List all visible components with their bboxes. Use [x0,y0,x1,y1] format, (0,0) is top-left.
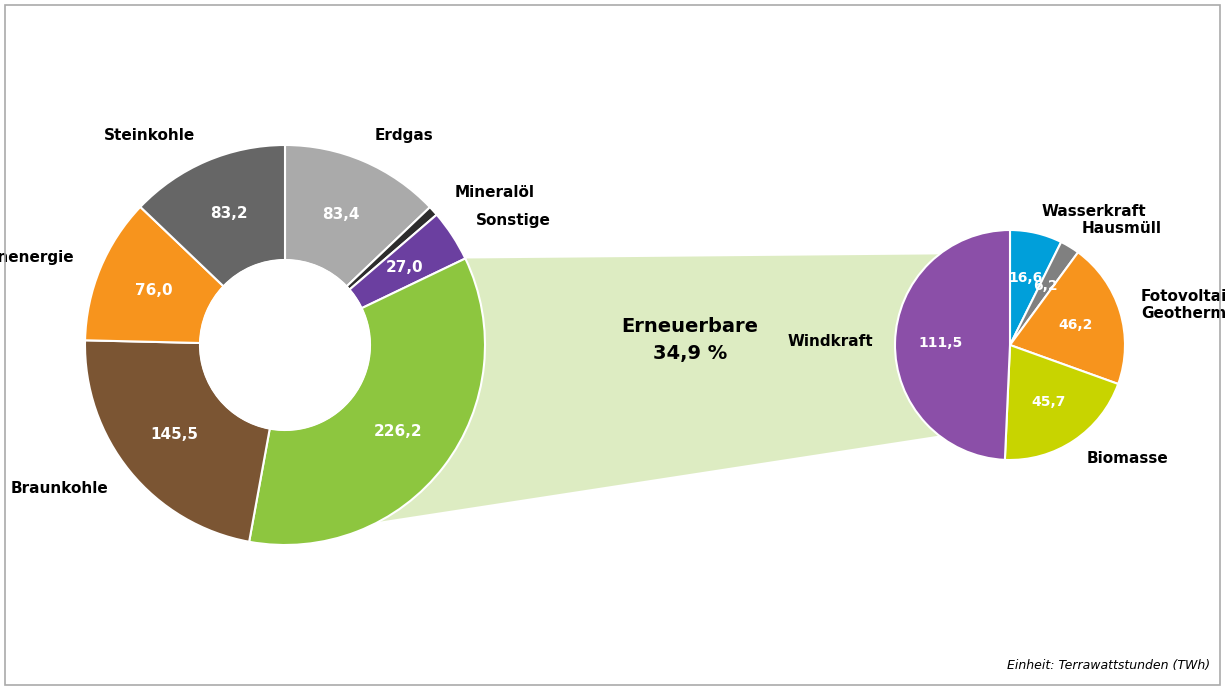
Text: Hausmüll: Hausmüll [1082,221,1161,235]
Text: Biomasse: Biomasse [1087,451,1167,466]
Text: Erneuerbare: Erneuerbare [621,317,758,337]
Text: Erdgas: Erdgas [375,128,434,143]
Text: Einheit: Terrawattstunden (TWh): Einheit: Terrawattstunden (TWh) [1007,659,1210,672]
Wedge shape [895,230,1009,460]
Wedge shape [1009,253,1125,384]
Text: 83,2: 83,2 [211,206,247,221]
Text: Steinkohle: Steinkohle [104,128,195,143]
Text: 6,2: 6,2 [1034,279,1058,293]
Text: 76,0: 76,0 [135,283,173,298]
Wedge shape [141,145,285,286]
Circle shape [200,260,370,430]
Text: Kernenergie: Kernenergie [0,250,75,265]
Text: Sonstige: Sonstige [475,213,551,228]
Wedge shape [1009,230,1061,345]
Wedge shape [1004,345,1118,460]
Text: Braunkohle: Braunkohle [11,482,108,497]
Text: 45,7: 45,7 [1031,395,1066,409]
Text: 16,6: 16,6 [1008,271,1042,285]
Wedge shape [85,340,270,542]
Wedge shape [85,207,223,343]
Text: 111,5: 111,5 [919,337,963,351]
Text: 226,2: 226,2 [374,424,423,439]
Text: Wasserkraft: Wasserkraft [1041,204,1145,219]
Wedge shape [347,207,436,290]
Text: 34,9 %: 34,9 % [653,344,728,362]
Text: 145,5: 145,5 [151,428,198,442]
Text: 46,2: 46,2 [1058,318,1093,332]
Wedge shape [249,259,485,545]
Text: Fotovoltaik/
Geothermie: Fotovoltaik/ Geothermie [1140,289,1225,322]
Text: 83,4: 83,4 [322,206,360,221]
Wedge shape [285,145,430,286]
Text: 27,0: 27,0 [386,259,423,275]
Wedge shape [349,215,466,308]
Text: Windkraft: Windkraft [788,335,873,349]
Text: Mineralöl: Mineralöl [454,185,534,199]
Wedge shape [1009,242,1078,345]
Polygon shape [249,255,940,545]
